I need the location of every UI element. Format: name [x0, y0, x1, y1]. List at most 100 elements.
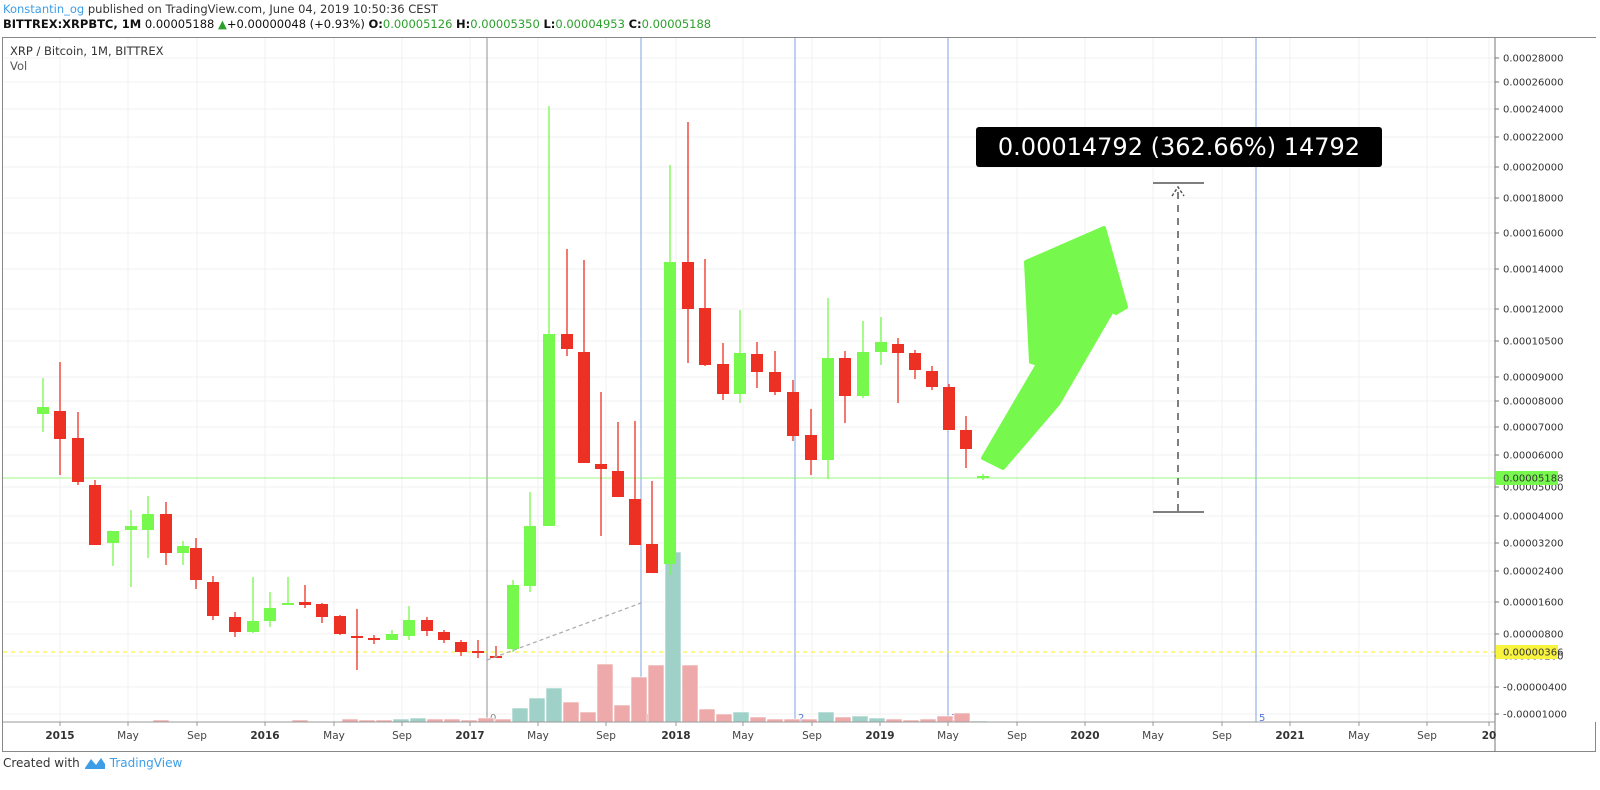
time-tick-label: 2021 — [1275, 730, 1304, 742]
price-tick-label: 0.00012000 — [1503, 305, 1563, 316]
candle — [316, 604, 328, 617]
volume-bar — [851, 715, 869, 723]
time-tick-label: May — [732, 730, 754, 742]
price-tick-label: 0.00028000 — [1503, 54, 1563, 65]
candle — [177, 546, 189, 553]
candle — [229, 617, 241, 632]
volume-bar — [698, 708, 716, 723]
candle — [421, 620, 433, 631]
candle — [368, 638, 380, 640]
candle — [960, 430, 972, 449]
candle — [699, 308, 711, 365]
symbol-info: BITTREX:XRPBTC, 1M 0.00005188 ▲+0.000000… — [3, 17, 711, 31]
up-arrow-annotation[interactable] — [981, 226, 1128, 470]
volume-bar — [630, 676, 648, 723]
price-tick-label: 0.00007000 — [1503, 423, 1563, 434]
time-tick-label: Sep — [1007, 730, 1027, 742]
price-tick-label: 0.00008000 — [1503, 397, 1563, 408]
candle — [107, 531, 119, 543]
candle — [438, 632, 450, 640]
volume-bar — [936, 715, 954, 723]
candle — [403, 620, 415, 636]
horizontal-lines — [3, 477, 1495, 653]
price-tick-label: 0.00010500 — [1503, 337, 1563, 348]
volume-legend: Vol — [10, 59, 28, 73]
candle — [839, 358, 851, 396]
close-label: C: — [628, 17, 642, 31]
time-tick-label: Sep — [392, 730, 412, 742]
volume-bar — [681, 664, 699, 723]
candle — [160, 514, 172, 553]
candle — [805, 435, 817, 460]
volume-bar — [647, 664, 665, 723]
open-value: 0.00005126 — [382, 17, 453, 31]
author-link[interactable]: Konstantin_og — [3, 2, 85, 16]
candle — [664, 262, 676, 564]
candle — [561, 334, 573, 349]
marker-label: 5 — [1259, 713, 1265, 724]
volume-bar — [953, 712, 971, 723]
candle — [207, 582, 219, 616]
low-value: 0.00004953 — [555, 17, 625, 31]
tradingview-logo-icon — [84, 758, 105, 769]
high-label: H: — [456, 17, 471, 31]
price-tick-label: 0.00000800 — [1503, 630, 1563, 641]
time-tick-label: May — [527, 730, 549, 742]
price-tag-label: 0.00005188 — [1503, 474, 1563, 485]
candle — [54, 411, 66, 439]
candle — [734, 353, 746, 394]
price-tick-label: 0.00026000 — [1503, 78, 1563, 89]
up-arrow-icon: ▲ — [218, 17, 227, 31]
candlesticks — [37, 106, 989, 670]
price-tick-label: 0.00006000 — [1503, 451, 1563, 462]
low-label: L: — [543, 17, 556, 31]
time-tick-label: May — [1142, 730, 1164, 742]
candle — [455, 642, 467, 652]
volume-bar — [868, 717, 886, 723]
time-tick-label: May — [323, 730, 345, 742]
volume-bar — [579, 711, 597, 723]
volume-bar — [409, 717, 427, 723]
candle — [682, 262, 694, 309]
publish-info: Konstantin_og published on TradingView.c… — [3, 2, 438, 16]
volume-bar — [477, 717, 495, 723]
candle — [943, 387, 955, 430]
price-tick-label: 0.00020000 — [1503, 163, 1563, 174]
candle — [125, 526, 137, 530]
high-value: 0.00005350 — [470, 17, 540, 31]
price-tick-label: 0.00016000 — [1503, 229, 1563, 240]
time-tick-label: Sep — [187, 730, 207, 742]
candle — [875, 342, 887, 352]
price-tick-label: 0.00018000 — [1503, 194, 1563, 205]
candle — [37, 407, 49, 414]
created-with-text: Created with — [3, 756, 80, 770]
volume-bar — [545, 687, 563, 723]
candle — [629, 499, 641, 545]
time-tick-label: 2018 — [661, 730, 690, 742]
time-axis[interactable]: 2015 May Sep 2016 May Sep 2017 May Sep 2018 May Sep… — [3, 721, 1497, 742]
price-axis[interactable]: 0.00028000 0.00026000 0.00024000 0.00022000… — [1494, 38, 1596, 752]
candle — [524, 526, 536, 586]
tradingview-link[interactable]: TradingView — [109, 756, 183, 770]
time-tick-label: May — [117, 730, 139, 742]
candle — [299, 602, 311, 605]
last-price: 0.00005188 — [144, 17, 215, 31]
price-tick-label: 0.00022000 — [1503, 133, 1563, 144]
candle — [578, 352, 590, 463]
candle — [543, 334, 555, 526]
price-change: +0.00000048 (+0.93%) — [226, 17, 365, 31]
price-tick-label: 0.00002400 — [1503, 567, 1563, 578]
trendline[interactable] — [486, 602, 642, 661]
candle — [334, 616, 346, 634]
candle — [72, 438, 84, 482]
open-label: O: — [368, 17, 383, 31]
candle — [977, 476, 989, 478]
price-range-measure[interactable] — [1153, 182, 1204, 513]
candle — [472, 651, 484, 653]
footer: Created with TradingView — [3, 756, 182, 770]
price-tick-label: 0.00001600 — [1503, 598, 1563, 609]
time-tick-label: 20 — [1482, 730, 1497, 742]
price-tick-label: -0.00000400 — [1503, 683, 1567, 694]
candle — [507, 585, 519, 649]
